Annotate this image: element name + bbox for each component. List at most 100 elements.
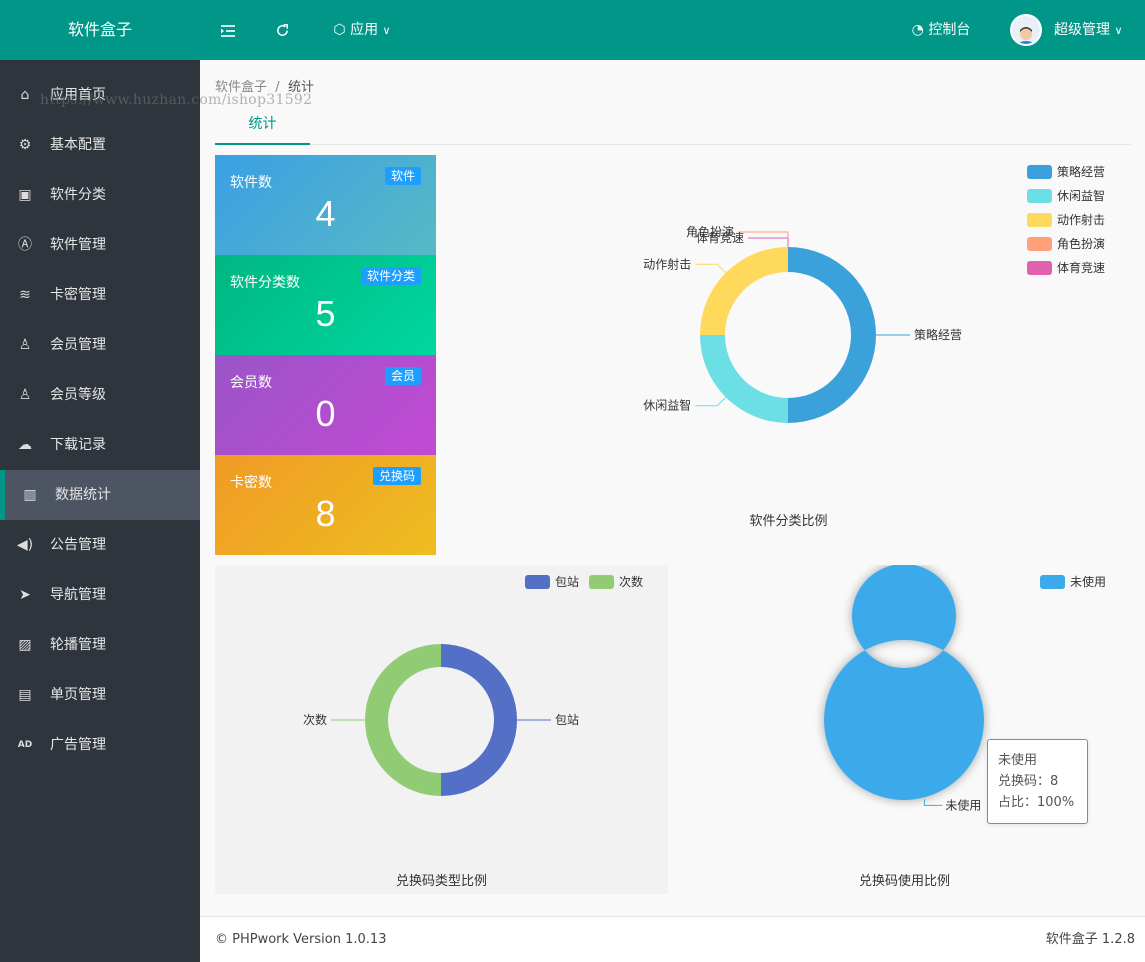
apps-menu-button[interactable]: ⬡ 应用 ∨ [327, 0, 397, 60]
image-icon: ▨ [18, 637, 32, 653]
legend-label-1[interactable]: 策略经营 [1057, 164, 1105, 179]
legend-swatch-1[interactable] [1027, 165, 1052, 179]
footer-version: © PHPwork Version 1.0.13 [215, 932, 387, 947]
legend-swatch-2[interactable] [589, 575, 614, 589]
chart-title: 兑换码类型比例 [396, 874, 487, 889]
menu-toggle-icon[interactable] [215, 0, 241, 60]
sidebar-item-member-level[interactable]: ♙ 会员等级 [0, 370, 200, 420]
pie-slice-2[interactable] [700, 335, 788, 423]
sidebar-item-member-manage[interactable]: ♙ 会员管理 [0, 320, 200, 370]
tab-statistics[interactable]: 统计 [215, 110, 310, 145]
pie-label-line-5 [748, 237, 789, 247]
sidebar-item-label: 软件管理 [50, 237, 106, 253]
tooltip-percent: 占比：100% [998, 795, 1075, 810]
legend-label-2[interactable]: 次数 [619, 574, 643, 589]
sidebar-item-card-manage[interactable]: ≋ 卡密管理 [0, 270, 200, 320]
sidebar-item-carousel[interactable]: ▨ 轮播管理 [0, 620, 200, 670]
stat-card-categories: 软件分类数 软件分类 5 [215, 255, 436, 355]
sidebar-item-label: 数据统计 [55, 487, 111, 503]
user-menu[interactable]: 超级管理 ∨ [1008, 0, 1138, 60]
sidebar: ⌂ 应用首页 ⚙ 基本配置 ▣ 软件分类 Ⓐ 软件管理 ≋ 卡密管理 ♙ 会员管… [0, 60, 200, 962]
card-value: 4 [315, 193, 336, 234]
sidebar-item-label: 应用首页 [50, 87, 106, 103]
brand-title[interactable]: 软件盒子 [67, 20, 132, 39]
dashboard-icon: ◔ [911, 22, 924, 38]
pie-label-3: 动作射击 [643, 256, 691, 271]
chevron-down-icon: ∨ [382, 24, 391, 37]
sidebar-item-label: 卡密管理 [50, 287, 106, 303]
tooltip-name: 未使用 [998, 753, 1038, 768]
refresh-icon[interactable] [270, 0, 294, 60]
pie-slice-2[interactable] [365, 644, 441, 796]
sidebar-item-statistics[interactable]: ▥ 数据统计 [0, 470, 200, 520]
legend-swatch-1[interactable] [525, 575, 550, 589]
pie-label-4: 角色扮演 [686, 224, 734, 239]
layers-icon: ≋ [19, 287, 31, 303]
legend-label-1[interactable]: 未使用 [1070, 574, 1106, 589]
pie-slice-1[interactable] [788, 247, 876, 423]
pie-label-line-2 [695, 396, 727, 407]
card-badge: 兑换码 [372, 467, 421, 485]
legend-swatch-5[interactable] [1027, 261, 1052, 275]
cube-icon: ⬡ [333, 22, 346, 38]
category-ratio-chart: 策略经营休闲益智动作射击角色扮演体育竞速软件分类比例策略经营休闲益智动作射击角色… [643, 164, 1105, 529]
sidebar-item-software-category[interactable]: ▣ 软件分类 [0, 170, 200, 220]
legend-swatch-1[interactable] [1040, 575, 1065, 589]
legend-label-5[interactable]: 体育竞速 [1057, 260, 1105, 275]
pie-slice-3[interactable] [700, 247, 788, 335]
sidebar-item-download-records[interactable]: ☁ 下载记录 [0, 420, 200, 470]
sidebar-item-label: 会员等级 [50, 387, 106, 403]
card-badge: 软件 [384, 167, 421, 185]
sidebar-item-software-manage[interactable]: Ⓐ 软件管理 [0, 220, 200, 270]
top-header: 软件盒子 ⬡ 应用 ∨ ◔ 控制台 超级管理 ∨ [0, 0, 1145, 60]
avatar [1010, 14, 1042, 46]
legend-label-2[interactable]: 休闲益智 [1057, 188, 1105, 203]
pie-slice-1[interactable] [823, 565, 984, 800]
chart-panel-code-type: 包站 次数 兑换码类型比例 包站 次数 [215, 565, 668, 894]
legend-swatch-2[interactable] [1027, 189, 1052, 203]
console-button[interactable]: ◔ 控制台 [909, 0, 973, 60]
legend-label-1[interactable]: 包站 [555, 575, 579, 589]
apps-label: 应用 [350, 22, 379, 38]
pie-label-line-1 [923, 799, 943, 806]
card-title: 卡密数 [230, 475, 272, 491]
card-badge: 软件分类 [360, 267, 421, 285]
pie-slice-1[interactable] [441, 644, 517, 796]
user-name: 超级管理 ∨ [1054, 22, 1123, 38]
home-icon: ⌂ [20, 87, 30, 103]
console-label: 控制台 [928, 22, 971, 38]
legend-swatch-3[interactable] [1027, 213, 1052, 227]
card-value: 5 [315, 293, 336, 334]
legend-label-3[interactable]: 动作射击 [1057, 212, 1105, 227]
breadcrumb-current: 统计 [287, 80, 314, 95]
sidebar-item-label: 下载记录 [50, 437, 106, 453]
sidebar-item-single-page[interactable]: ▤ 单页管理 [0, 670, 200, 720]
pie-label-1: 包站 [555, 713, 579, 727]
sidebar-item-home[interactable]: ⌂ 应用首页 [0, 70, 200, 120]
category-icon: ▣ [18, 187, 32, 203]
user-icon: ♙ [18, 337, 32, 353]
chart-panel-category: 策略经营 休闲益智 动作射击 角色扮演 体育竞速 软件分类比例 策略经营 休闲益智 动作射击 角色… [446, 155, 1131, 555]
ad-icon: AD [17, 740, 33, 750]
legend-label-4[interactable]: 角色扮演 [1057, 236, 1105, 251]
tooltip-count: 兑换码：8 [998, 774, 1059, 789]
pie-label-2: 次数 [303, 712, 327, 727]
watermark: https://www.huzhan.com/ishop31592 [40, 92, 313, 108]
tab-bar: 统计 [215, 110, 1131, 145]
breadcrumb: 软件盒子 / 统计 [215, 76, 314, 95]
card-badge: 会员 [384, 367, 421, 385]
card-value: 0 [315, 393, 336, 434]
stat-card-codes: 卡密数 兑换码 8 [215, 455, 436, 555]
chevron-down-icon: ∨ [1114, 24, 1123, 37]
sidebar-item-basic-config[interactable]: ⚙ 基本配置 [0, 120, 200, 170]
breadcrumb-root[interactable]: 软件盒子 [215, 80, 268, 95]
legend-swatch-4[interactable] [1027, 237, 1052, 251]
chart-title: 软件分类比例 [749, 514, 827, 529]
sidebar-item-ads[interactable]: AD 广告管理 [0, 720, 200, 770]
chart-tooltip: 未使用 兑换码：8 占比：100% [987, 739, 1088, 824]
sidebar-item-announcements[interactable]: ◀) 公告管理 [0, 520, 200, 570]
sidebar-item-navigation[interactable]: ➤ 导航管理 [0, 570, 200, 620]
cloud-download-icon: ☁ [18, 437, 32, 453]
